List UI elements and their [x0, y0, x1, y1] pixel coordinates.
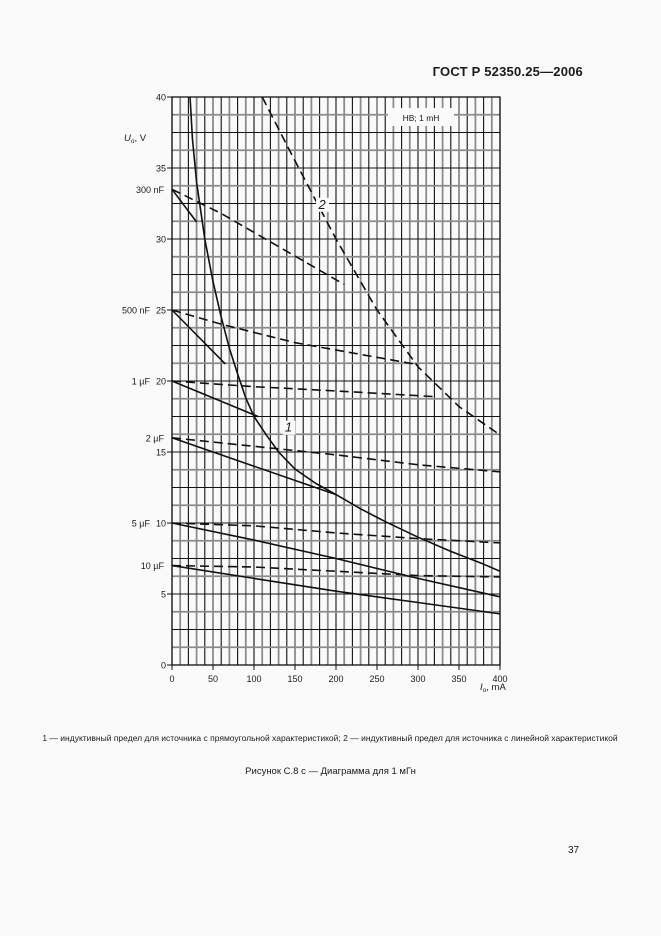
x-tick-label: 400 [492, 674, 507, 684]
chart-series [171, 96, 501, 615]
x-axis-label: Io, mA [480, 682, 506, 694]
inset-label-bg [388, 108, 454, 126]
y-tick-label: 0 [161, 661, 166, 671]
x-tick-label: 0 [169, 674, 174, 684]
x-tick-label: 50 [208, 674, 218, 684]
annotation-bg [316, 197, 330, 212]
y-tick-label: 10 [156, 519, 166, 529]
curve-10 [171, 564, 501, 578]
curve-300 [171, 188, 198, 223]
inset-label: HB; 1 mH [403, 113, 440, 123]
y-axis-label: Uo, V [124, 133, 147, 145]
curve-10 [171, 564, 501, 615]
chart-grid [171, 96, 501, 666]
page-header: ГОСТ Р 52350.25—2006 [432, 64, 583, 79]
curve-1 [171, 380, 259, 418]
y-tick-label: 20 [156, 377, 166, 387]
curve-number-label: 1 [285, 420, 292, 435]
x-tick-label: 300 [410, 674, 425, 684]
capacitance-label: 500 nF [122, 306, 151, 316]
capacitance-label: 2 µF [146, 433, 165, 443]
chart-labels: HB; 1 mH Uo, V Io, mA 300 nF 500 nF 1 µF 2 µF 5… [122, 108, 506, 694]
y-tick-label: 40 [156, 93, 166, 103]
capacitance-label: 10 µF [141, 561, 165, 571]
curve-2 [171, 437, 501, 473]
capacitance-label: 300 nF [136, 185, 165, 195]
y-tick-label: 35 [156, 164, 166, 174]
curve-500 [171, 309, 226, 365]
curve-2 [261, 96, 501, 436]
x-tick-label: 350 [451, 674, 466, 684]
annotation-bg [282, 420, 296, 435]
y-tick-label: 5 [161, 590, 166, 600]
page-number: 37 [568, 845, 580, 856]
curve-2 [171, 437, 337, 496]
x-tick-label: 250 [369, 674, 384, 684]
curve-1 [189, 96, 501, 573]
y-tick-label: 25 [156, 306, 166, 316]
x-tick-label: 150 [287, 674, 302, 684]
x-tick-label: 100 [246, 674, 261, 684]
curve-5 [171, 522, 501, 598]
curve-1 [171, 380, 435, 398]
curve-number-label: 2 [317, 197, 326, 212]
curve-5 [171, 522, 501, 544]
x-tick-label: 200 [328, 674, 343, 684]
curve-300 [171, 188, 345, 286]
chart: 0 5 10 15 20 25 30 35 40 0 50 100 150 200 250 300 350 400… [122, 93, 508, 695]
capacitance-label: 5 µF [132, 519, 151, 529]
y-tick-label: 15 [156, 448, 166, 458]
capacitance-label: 1 µF [132, 377, 151, 387]
legend-note: 1 — индуктивный предел для источника с п… [42, 733, 618, 743]
curve-500 [171, 309, 415, 365]
y-tick-label: 30 [156, 235, 166, 245]
figure-caption: Рисунок С.8 с — Диаграмма для 1 мГн [245, 766, 416, 777]
